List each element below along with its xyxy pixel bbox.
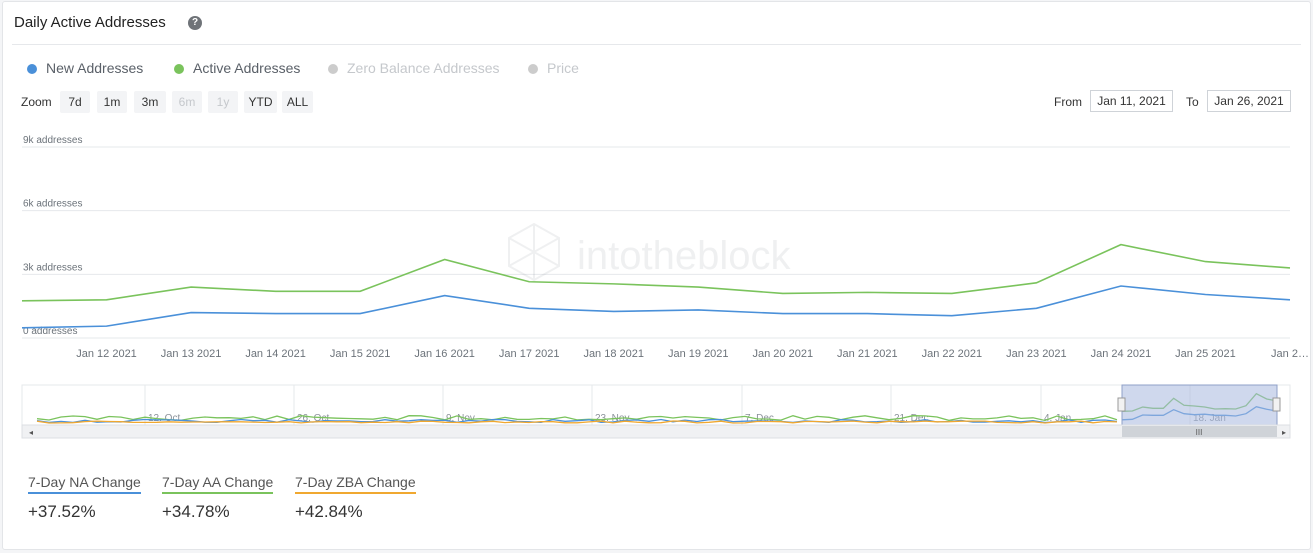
zoom-button-all[interactable]: ALL bbox=[282, 91, 313, 113]
range-to-label: To bbox=[1186, 95, 1199, 109]
range-to-input[interactable] bbox=[1207, 90, 1291, 112]
zoom-button-3m[interactable]: 3m bbox=[134, 91, 166, 113]
zoom-button-1m[interactable]: 1m bbox=[97, 91, 127, 113]
zoom-button-1y[interactable]: 1y bbox=[208, 91, 238, 113]
legend-dot-icon bbox=[174, 64, 184, 74]
stat-label[interactable]: 7-Day AA Change bbox=[162, 474, 274, 494]
stat-value: +42.84% bbox=[295, 502, 363, 521]
zoom-button-ytd[interactable]: YTD bbox=[244, 91, 277, 113]
stat-zba-change: 7-Day ZBA Change +42.84% bbox=[295, 474, 416, 522]
stat-label[interactable]: 7-Day NA Change bbox=[28, 474, 141, 494]
range-from-input[interactable] bbox=[1090, 90, 1173, 112]
range-from-label: From bbox=[1054, 95, 1082, 109]
stat-value: +34.78% bbox=[162, 502, 230, 521]
question-circle-icon[interactable]: ? bbox=[188, 16, 202, 30]
legend-item-price[interactable]: Price bbox=[528, 60, 579, 76]
divider bbox=[12, 44, 1301, 45]
zoom-label: Zoom bbox=[21, 95, 52, 109]
page-title: Daily Active Addresses bbox=[14, 14, 166, 31]
zoom-button-6m[interactable]: 6m bbox=[172, 91, 202, 113]
legend-item-zero-balance-addresses[interactable]: Zero Balance Addresses bbox=[328, 60, 500, 76]
legend-label: New Addresses bbox=[46, 60, 144, 76]
zoom-button-7d[interactable]: 7d bbox=[60, 91, 90, 113]
stat-label[interactable]: 7-Day ZBA Change bbox=[295, 474, 416, 494]
legend-dot-icon bbox=[328, 64, 338, 74]
stat-aa-change: 7-Day AA Change +34.78% bbox=[162, 474, 274, 522]
legend-label: Zero Balance Addresses bbox=[347, 60, 500, 76]
legend-dot-icon bbox=[27, 64, 37, 74]
legend-label: Price bbox=[547, 60, 579, 76]
legend-label: Active Addresses bbox=[193, 60, 301, 76]
stat-value: +37.52% bbox=[28, 502, 96, 521]
legend-item-new-addresses[interactable]: New Addresses bbox=[27, 60, 143, 76]
legend-dot-icon bbox=[528, 64, 538, 74]
stat-na-change: 7-Day NA Change +37.52% bbox=[28, 474, 141, 522]
legend-item-active-addresses[interactable]: Active Addresses bbox=[174, 60, 300, 76]
